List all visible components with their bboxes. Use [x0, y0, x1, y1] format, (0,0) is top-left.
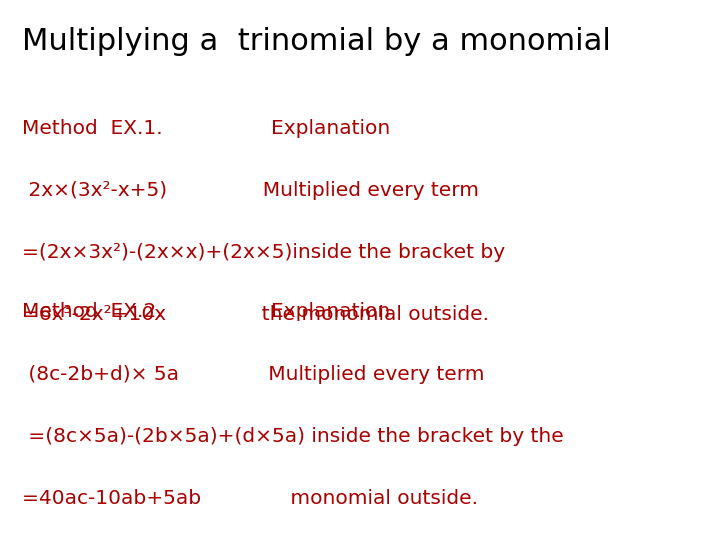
- Text: Method  EX.2.                 Explanation: Method EX.2. Explanation: [22, 302, 390, 321]
- Text: (8c-2b+d)× 5a              Multiplied every term: (8c-2b+d)× 5a Multiplied every term: [22, 364, 484, 383]
- Text: 2x×(3x²-x+5)               Multiplied every term: 2x×(3x²-x+5) Multiplied every term: [22, 181, 479, 200]
- Text: Method  EX.1.                 Explanation: Method EX.1. Explanation: [22, 119, 390, 138]
- Text: =(8c×5a)-(2b×5a)+(d×5a) inside the bracket by the: =(8c×5a)-(2b×5a)+(d×5a) inside the brack…: [22, 427, 563, 446]
- Text: =40ac-10ab+5ab              monomial outside.: =40ac-10ab+5ab monomial outside.: [22, 489, 477, 508]
- Text: Multiplying a  trinomial by a monomial: Multiplying a trinomial by a monomial: [22, 27, 611, 56]
- Text: =(2x×3x²)-(2x×x)+(2x×5)inside the bracket by: =(2x×3x²)-(2x×x)+(2x×5)inside the bracke…: [22, 243, 505, 262]
- Text: =6x³-2x²+10x               the monomial outside.: =6x³-2x²+10x the monomial outside.: [22, 305, 489, 324]
